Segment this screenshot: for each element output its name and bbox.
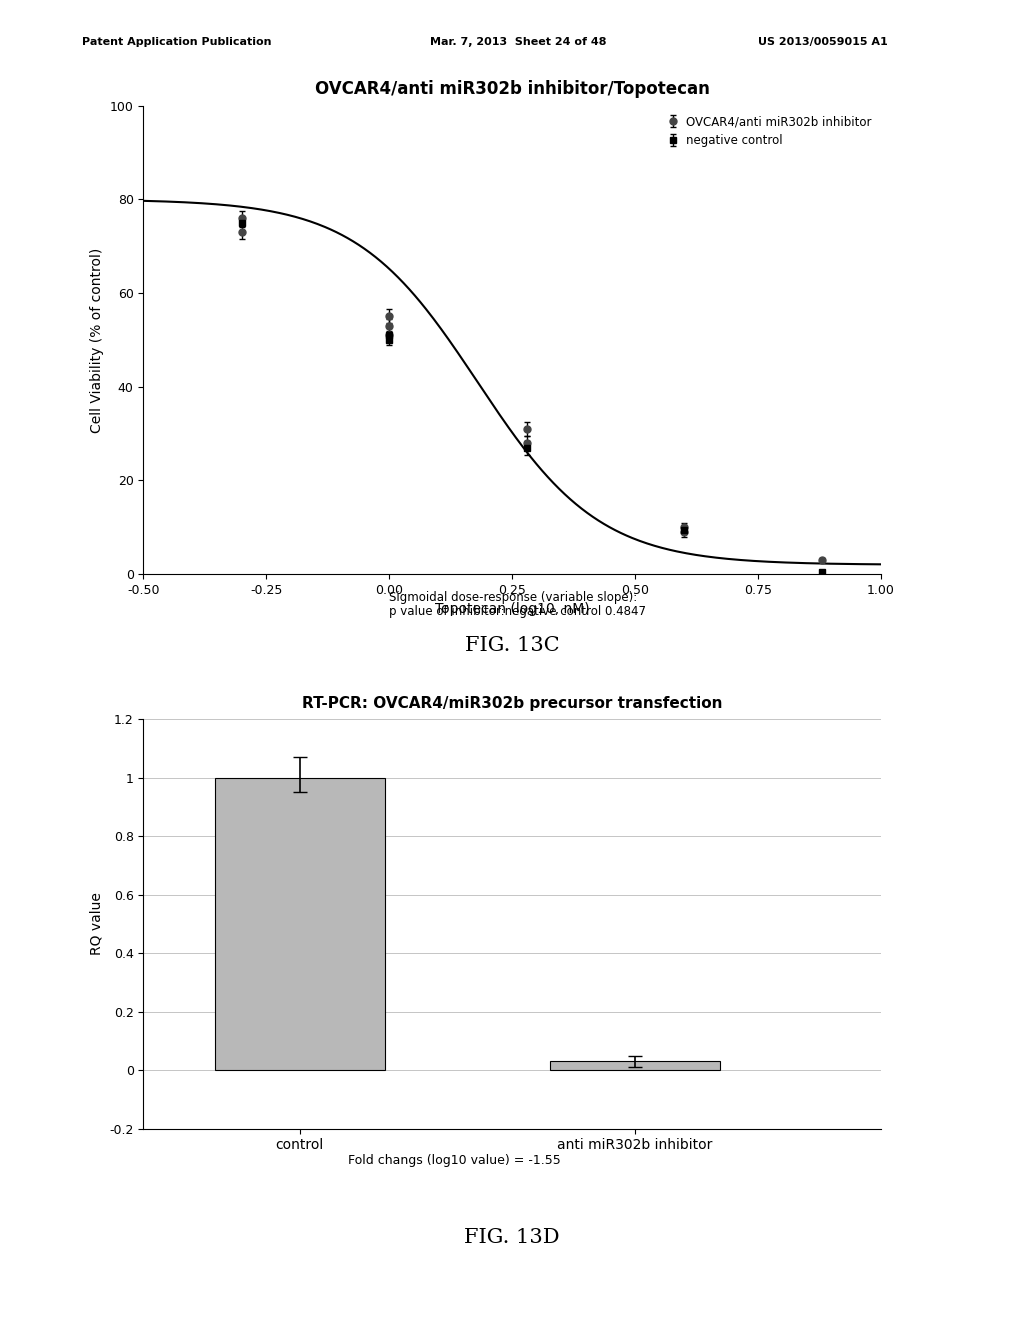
Title: RT-PCR: OVCAR4/miR302b precursor transfection: RT-PCR: OVCAR4/miR302b precursor transfe… — [302, 696, 722, 711]
Text: Sigmoidal dose-response (variable slope):: Sigmoidal dose-response (variable slope)… — [389, 591, 637, 605]
Bar — [550, 1061, 720, 1071]
Y-axis label: RQ value: RQ value — [90, 892, 103, 956]
Text: US 2013/0059015 A1: US 2013/0059015 A1 — [758, 37, 888, 48]
Text: p value of inhibitor:negative control 0.4847: p value of inhibitor:negative control 0.… — [389, 605, 646, 618]
Text: Mar. 7, 2013  Sheet 24 of 48: Mar. 7, 2013 Sheet 24 of 48 — [430, 37, 606, 48]
Legend: OVCAR4/anti miR302b inhibitor, negative control: OVCAR4/anti miR302b inhibitor, negative … — [663, 111, 874, 150]
X-axis label: Topotecan (log10, nM): Topotecan (log10, nM) — [434, 602, 590, 616]
Y-axis label: Cell Viability (% of control): Cell Viability (% of control) — [90, 247, 104, 433]
Text: Fold changs (log10 value) = -1.55: Fold changs (log10 value) = -1.55 — [348, 1154, 561, 1167]
Title: OVCAR4/anti miR302b inhibitor/Topotecan: OVCAR4/anti miR302b inhibitor/Topotecan — [314, 81, 710, 99]
Bar — [215, 777, 385, 1071]
Text: Patent Application Publication: Patent Application Publication — [82, 37, 271, 48]
Text: FIG. 13C: FIG. 13C — [465, 636, 559, 655]
Text: FIG. 13D: FIG. 13D — [464, 1228, 560, 1246]
